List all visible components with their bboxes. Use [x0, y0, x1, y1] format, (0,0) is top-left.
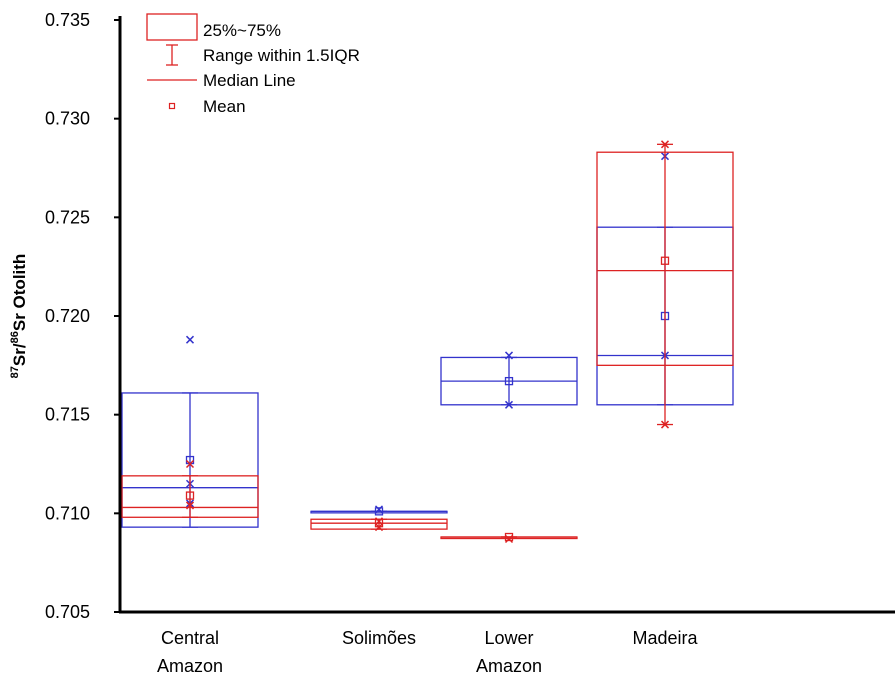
legend-label: Mean: [203, 97, 246, 116]
mean-marker: [504, 532, 514, 542]
y-axis-label-superscript: 87: [9, 366, 21, 378]
x-category-label-line: Central: [161, 628, 219, 648]
plot-area: [121, 140, 734, 544]
y-axis-label-text: Sr Otolith: [10, 254, 29, 331]
x-category-label-line: Amazon: [157, 656, 223, 676]
legend-item-box: 25%~75%: [146, 13, 281, 41]
legend-label: 25%~75%: [203, 21, 281, 40]
x-category-label: Lower Amazon: [476, 628, 542, 676]
y-axis-label-superscript: 86: [9, 331, 21, 343]
mean-marker: [185, 491, 195, 500]
legend-item-median: Median Line: [147, 71, 296, 90]
outlier-marker: [504, 534, 514, 544]
y-tick-label: 0.715: [45, 405, 90, 425]
iqr-box: [121, 475, 259, 518]
iqr-box: [596, 151, 734, 366]
legend-label: Range within 1.5IQR: [203, 46, 360, 65]
y-tick-label: 0.720: [45, 306, 90, 326]
outlier-marker: [374, 523, 384, 532]
x-category-label-line: Lower: [484, 628, 533, 648]
y-tick-label: 0.725: [45, 207, 90, 227]
box-0: [121, 459, 259, 518]
x-category-label: Central Amazon: [157, 628, 223, 676]
outlier-marker: [185, 501, 195, 510]
box-2: [440, 351, 578, 409]
outlier-marker: [660, 140, 670, 149]
legend-box-swatch: [146, 13, 198, 41]
outlier-marker: [185, 459, 195, 469]
mean-marker: [504, 376, 514, 386]
outlier-marker: [504, 400, 514, 409]
legend-label: Median Line: [203, 71, 296, 90]
y-tick-label: 0.730: [45, 109, 90, 129]
mean-marker: [374, 507, 384, 516]
legend-item-mean: Mean: [168, 97, 246, 116]
x-category-label-line: Amazon: [476, 656, 542, 676]
x-category-label: Madeira: [632, 628, 698, 648]
x-category-label-line: Madeira: [632, 628, 698, 648]
series-1: [121, 140, 734, 544]
series-0: [121, 152, 734, 528]
y-tick-label: 0.710: [45, 503, 90, 523]
outlier-marker: [374, 505, 384, 514]
axes: [118, 16, 895, 614]
y-tick-label: 0.705: [45, 602, 90, 622]
legend-mean-swatch: [168, 102, 176, 110]
outlier-marker: [185, 335, 195, 344]
y-tick-label: 0.735: [45, 10, 90, 30]
x-axis-category-labels: Central Amazon Solimões Lower Amazon Madeira: [157, 628, 699, 676]
y-axis-label: 87Sr/86Sr Otolith: [9, 254, 29, 379]
y-axis-label-text: Sr/: [10, 343, 29, 366]
y-axis-title: 87Sr/86Sr Otolith: [9, 254, 29, 379]
outlier-marker: [660, 420, 670, 429]
outlier-marker: [504, 351, 514, 360]
x-category-label-line: Solimões: [342, 628, 416, 648]
legend: 25%~75% Range within 1.5IQR Median Line Mea…: [146, 13, 360, 116]
box-1: [310, 517, 448, 532]
iqr-box: [121, 392, 259, 528]
box-1: [310, 505, 448, 516]
box-3: [596, 140, 734, 429]
box-2: [440, 532, 578, 544]
x-category-label: Solimões: [342, 628, 416, 648]
outlier-marker: [374, 517, 384, 526]
mean-marker: [660, 256, 670, 265]
y-axis-ticks: 0.705 0.710 0.715 0.720 0.725 0.730 0.735: [45, 10, 120, 622]
legend-item-whisker: Range within 1.5IQR: [166, 44, 360, 66]
